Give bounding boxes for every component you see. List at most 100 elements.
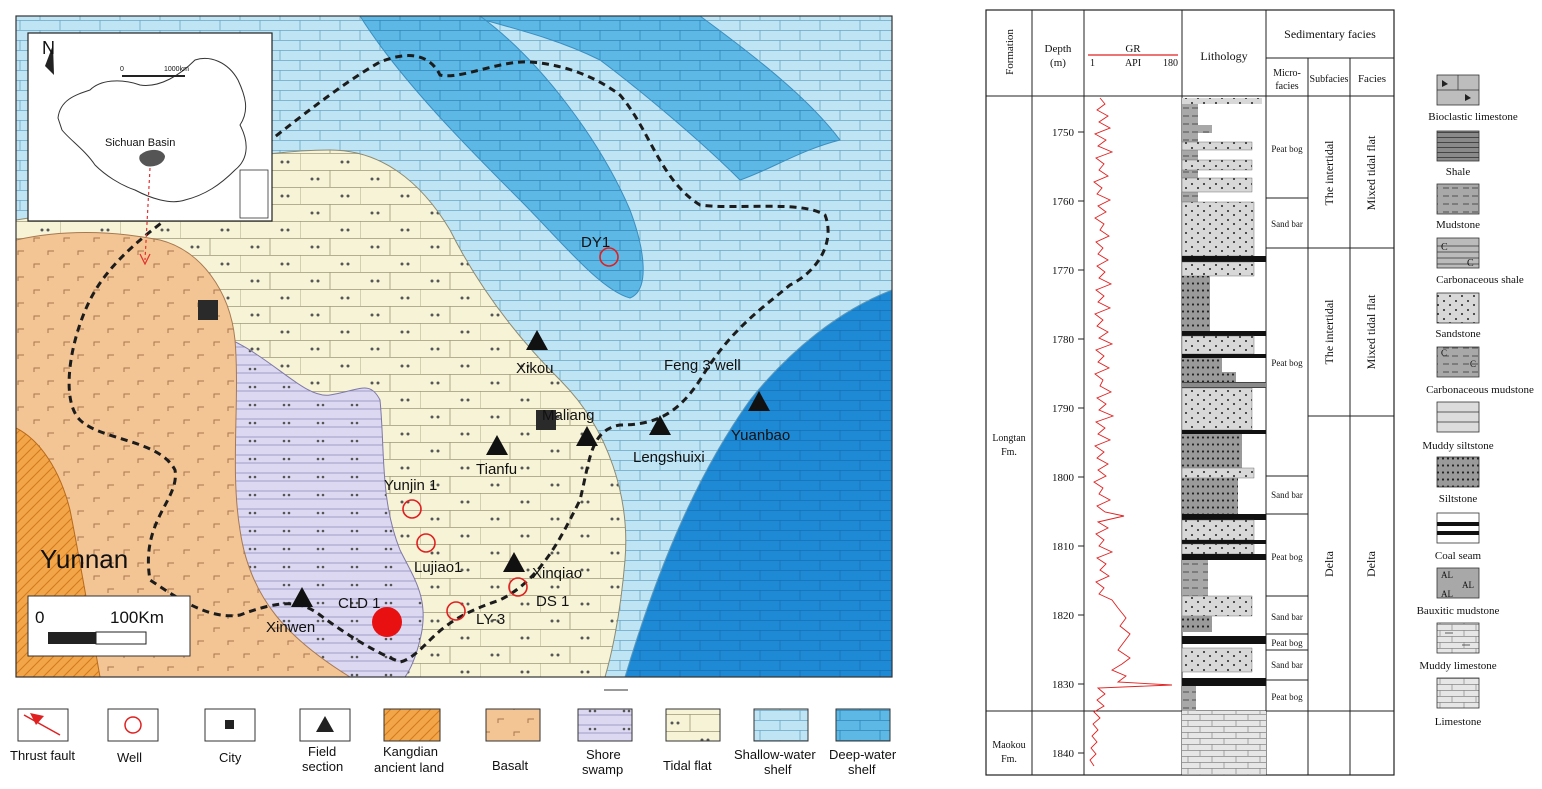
facies-label: Delta — [1364, 550, 1378, 577]
microfacies-label: Sand bar — [1271, 660, 1303, 670]
legend-item-kangdian: Kangdian ancient land — [374, 708, 444, 775]
depth-tick: 1780 — [1052, 334, 1084, 346]
subfacies-label: The intertidal — [1322, 299, 1336, 365]
shallow-shelf-swatch — [753, 708, 809, 742]
lith-bed — [1181, 647, 1253, 673]
depth-tick: 1840 — [1052, 748, 1084, 760]
south-sea-inset — [239, 169, 269, 219]
header-lithology: Lithology — [1200, 49, 1247, 63]
lith-legend-item: Coal seam — [1435, 512, 1482, 562]
depth-tick: 1800 — [1052, 472, 1084, 484]
label-yuanbao: Yuanbao — [731, 427, 790, 444]
svg-text:1810: 1810 — [1052, 541, 1075, 553]
lith-legend-al-mark: AL — [1441, 570, 1453, 580]
microfacies-label: Sand bar — [1271, 219, 1303, 229]
city-marker-maliang — [536, 410, 556, 430]
field-section-tianfu — [486, 435, 508, 455]
field-section-xinqiao — [503, 552, 525, 572]
sichuan-basin-shape — [139, 149, 165, 167]
svg-text:Carbonaceous shale: Carbonaceous shale — [1436, 274, 1524, 286]
deep-shelf-swatch — [835, 708, 891, 742]
inset-scale-zero: 0 — [120, 66, 124, 73]
label-lujiao1: Lujiao1 — [414, 559, 462, 576]
lith-legend-al-mark: AL — [1462, 580, 1474, 590]
lith-coal — [1182, 540, 1266, 544]
legend-item-deep-shelf: Deep-water shelf — [829, 708, 897, 777]
header-depth-unit: (m) — [1050, 57, 1066, 69]
legend-label-basalt: Basalt — [492, 758, 529, 773]
header-gr-min: 1 — [1090, 58, 1095, 69]
formation-longtan-1: Longtan — [992, 433, 1025, 444]
legend-label-city: City — [219, 750, 242, 765]
lith-legend-item: Limestone — [1435, 677, 1481, 728]
lith-bed — [1181, 543, 1255, 555]
lith-legend-item: Muddy siltstone — [1422, 401, 1494, 452]
lith-bed — [1182, 616, 1212, 632]
label-xinwen: Xinwen — [266, 619, 315, 636]
city-marker — [198, 300, 218, 320]
north-label: N — [42, 38, 55, 58]
header-facies: Facies — [1358, 73, 1386, 85]
lith-bed — [1181, 177, 1253, 193]
header-sedimentary-facies: Sedimentary facies — [1284, 27, 1376, 41]
field-section-marker — [576, 426, 598, 446]
lith-bed — [1181, 141, 1253, 151]
kangdian-swatch — [383, 708, 441, 742]
svg-text:1830: 1830 — [1052, 679, 1075, 691]
inset-scale-value: 1000km — [164, 66, 189, 73]
lith-coal — [1182, 554, 1266, 560]
label-cld1: CLD 1 — [338, 595, 381, 612]
lith-bed — [1181, 159, 1253, 171]
lithology-legend: Bioclastic limestone Shale Mudstone C C … — [1417, 74, 1534, 728]
north-arrow-icon — [45, 45, 54, 75]
legend-label-deep-water: Deep-water — [829, 747, 897, 762]
lith-legend-item: Siltstone — [1436, 456, 1480, 505]
legend-label-shallow-shelf: shelf — [764, 762, 792, 777]
subfacies-label: Delta — [1322, 550, 1336, 577]
facies-label: Mixed tidal flat — [1364, 135, 1378, 210]
lith-bed — [1182, 125, 1212, 133]
well-markers — [402, 247, 619, 621]
province-label-yunnan: Yunnan — [40, 544, 128, 574]
microfacies-label: Peat bog — [1271, 358, 1303, 368]
lith-legend-item: C C Carbonaceous shale — [1436, 237, 1524, 286]
lith-bed — [1181, 595, 1253, 617]
scale-bar-filled — [48, 632, 96, 644]
lith-bed — [1182, 98, 1262, 104]
scale-zero: 0 — [35, 608, 44, 627]
lith-bed — [1182, 358, 1222, 372]
microfacies-label: Sand bar — [1271, 490, 1303, 500]
svg-text:Shale: Shale — [1446, 166, 1471, 178]
legend-item-shore-swamp: Shore swamp — [577, 708, 633, 777]
svg-text:Bioclastic limestone: Bioclastic limestone — [1428, 111, 1518, 123]
gr-log-curve — [1089, 97, 1173, 767]
microfacies-label: Peat bog — [1271, 552, 1303, 562]
label-dy1: DY1 — [581, 234, 610, 251]
lith-bed — [1182, 276, 1210, 331]
header-gr-unit: API — [1125, 58, 1141, 69]
legend-item-field-section: Field section — [299, 708, 351, 774]
lith-legend-item: Shale — [1436, 130, 1480, 178]
lith-coal — [1182, 678, 1266, 686]
well-ds1 — [508, 577, 528, 597]
china-outline — [57, 57, 247, 203]
label-lengshuixi: Lengshuixi — [633, 449, 705, 466]
lith-coal — [1182, 331, 1266, 336]
depth-tick: 1820 — [1052, 610, 1084, 622]
label-yunjin1: Yunjin 1 — [384, 477, 437, 494]
lith-bed — [1182, 478, 1238, 514]
svg-text:Siltstone: Siltstone — [1439, 493, 1478, 505]
thrust-fault-icon — [23, 714, 61, 736]
map-frame — [15, 15, 893, 678]
lith-legend-c-mark: C — [1467, 258, 1474, 269]
lith-legend-c-mark: C — [1441, 348, 1447, 358]
basin-boundary — [67, 54, 830, 664]
depth-tick: 1790 — [1052, 403, 1084, 415]
depth-tick: 1770 — [1052, 265, 1084, 277]
lith-legend-item: C C Carbonaceous mudstone — [1426, 346, 1534, 396]
field-section-yuanbao — [748, 391, 770, 411]
well-ly3 — [446, 601, 466, 621]
header-subfacies: Subfacies — [1310, 74, 1349, 85]
svg-text:1770: 1770 — [1052, 265, 1075, 277]
